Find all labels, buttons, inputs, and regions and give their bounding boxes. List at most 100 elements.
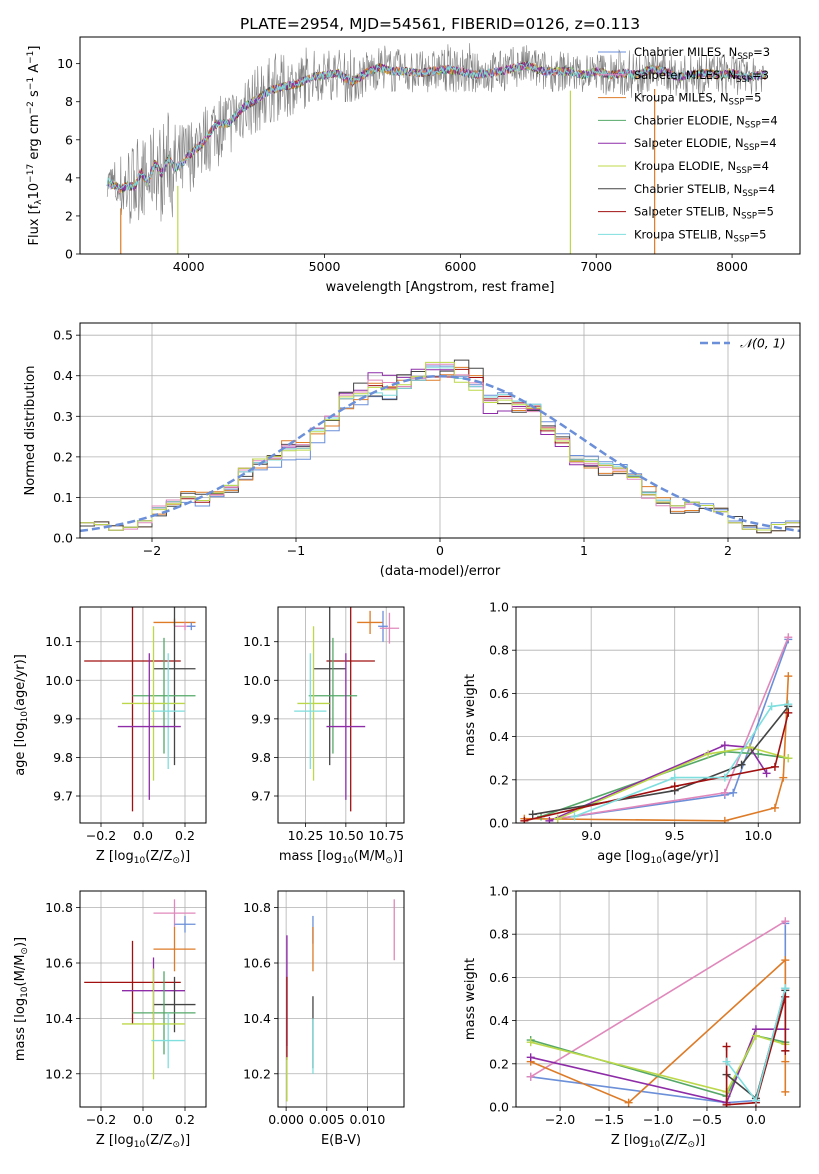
plus-marker [720,816,729,823]
plus-marker [670,782,679,791]
x-tick-label: −2 [143,543,161,558]
histogram-series [80,366,800,538]
chart-z_mass: −0.2 0.0 0.210.210.410.610.8Z [log10(Z/Z⊙)… [13,890,207,1150]
y-axis-label: mass weight [463,958,478,1040]
y-tick-label: 0.0 [53,531,73,546]
y-axis-label: Normed distribution [23,366,38,496]
error-bar [153,976,196,1033]
label-part: A [27,64,42,77]
plus-marker [553,814,562,823]
y-tick-label: 1.0 [489,884,509,899]
legend-text: Chabrier STELIB, N [634,182,742,196]
legend-label: Kroupa MILES, NSSP=5 [634,91,761,108]
plus-marker [781,1057,790,1066]
legend-text: Salpeter STELIB, N [634,205,741,219]
plot-area [106,43,767,254]
y-tick-label: 10.1 [243,634,271,649]
x-tick-label: 4000 [173,259,205,274]
x-axis-label: Z [log10(Z/Z⊙)] [96,1133,190,1150]
plus-marker [784,708,793,717]
x-axis-label: Z [log10(Z/Z⊙)] [96,849,190,866]
plus-marker [722,1057,731,1066]
error-bar [294,653,327,769]
label-part: λ [34,199,44,205]
error-bar [326,653,366,800]
label-part: −1 [26,77,36,90]
chart-z_weight: −2.0 −1.5 −1.0 −0.5 0.0 0.0 0.2 0.4 0.6 0.8 1.0 Z [… [463,884,801,1150]
chart-residuals: −2 −1 0 1 2 0.0 0.1 0.2 0.3 0.4 0.5 (data-model)/er… [23,322,801,579]
plus-marker [762,769,771,778]
error-bar [151,1012,185,1069]
x-tick-label: 0.0 [746,1112,766,1127]
plus-marker [784,633,793,642]
plot-area [526,917,790,1107]
label-part: Flux [f [27,204,42,245]
error-bar [297,626,330,781]
histogram-series [80,359,800,538]
error-bar [313,607,346,766]
x-tick-label: 0.0 [133,828,153,843]
x-tick-label: 10.75 [368,828,404,843]
label-subscript: ⊙ [20,947,30,955]
y-axis-label: mass weight [463,674,478,756]
weight-series-line [530,1028,786,1104]
label-part: (age/yr)] [13,654,28,711]
error-bar [378,610,388,642]
x-tick-label: 0.2 [175,828,195,843]
plus-marker [526,1053,535,1062]
plus-marker [520,816,529,823]
plus-marker [729,788,738,797]
label-subscript: 10 [650,856,662,866]
axes-frame [277,606,405,824]
y-tick-label: 10.0 [243,673,271,688]
weight-series-line [549,744,768,822]
y-axis-label: mass [log10(M/M⊙)] [13,937,30,1061]
x-tick-label: 2 [724,543,732,558]
label-part: −2 [26,101,36,114]
plus-marker [737,760,746,769]
plot-area [520,633,793,823]
label-subscript: ⊙ [172,1140,180,1150]
y-tick-label: 6 [65,132,73,147]
plus-marker [781,956,790,965]
y-tick-label: 0.2 [489,1056,509,1071]
plot-area [80,359,800,538]
y-tick-label: 10.0 [45,673,73,688]
label-subscript: 10 [649,1140,661,1150]
x-tick-label: 0.010 [350,1112,386,1127]
y-tick-label: 10.6 [45,956,73,971]
error-bar [379,612,400,644]
label-part: Z [log [96,1133,134,1148]
axes-frame [277,890,405,1108]
x-axis-label: Z [log10(Z/Z⊙)] [611,1133,705,1150]
y-tick-label: 10.1 [45,634,73,649]
plus-marker [751,1031,760,1040]
plus-marker [754,749,763,758]
x-axis-label: E(B-V) [321,1133,361,1148]
x-tick-label: 0.000 [268,1112,304,1127]
plot-area [84,607,196,812]
plus-marker [781,1046,790,1055]
label-part: (Z/Z [145,1133,172,1148]
legend-text: =3 [752,68,769,82]
x-tick-label: −1.5 [594,1112,624,1127]
label-part: )] [13,937,28,947]
y-tick-label: 9.9 [53,711,73,726]
label-part: )] [695,1133,705,1148]
x-tick-label: 9.5 [665,828,685,843]
y-tick-label: 0.2 [489,772,509,787]
plus-marker [526,1038,535,1047]
legend-label: Kroupa ELODIE, NSSP=4 [634,159,769,176]
legend-label: Salpeter ELODIE, NSSP=4 [634,136,777,153]
legend: 𝒩(0, 1) [700,336,786,351]
x-tick-label: −0.2 [86,828,116,843]
legend-label: Chabrier STELIB, NSSP=4 [634,182,775,199]
x-axis-label: (data-model)/error [380,564,501,579]
legend-text: =5 [749,227,766,241]
y-tick-label: 0 [65,247,73,262]
axes-frame [79,36,801,255]
gaussian-curve [80,374,800,533]
label-part: ] [27,46,42,51]
legend-label: Salpeter MILES, NSSP=3 [634,68,769,85]
